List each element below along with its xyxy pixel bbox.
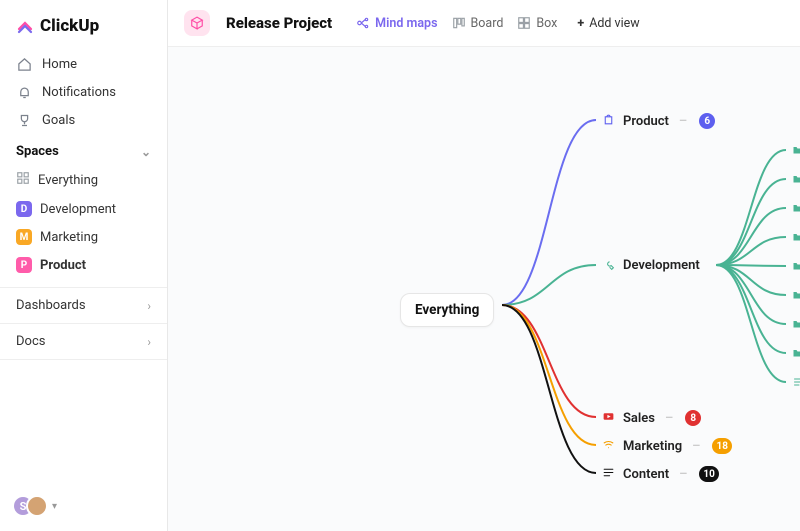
grid-icon <box>16 171 30 189</box>
bag-icon <box>602 114 616 128</box>
bell-icon <box>16 84 32 100</box>
folder-icon <box>792 378 800 390</box>
node-label: Product <box>623 114 669 129</box>
space-badge: D <box>16 201 32 217</box>
space-product[interactable]: P Product <box>6 251 161 279</box>
sidebar-row-dashboards[interactable]: Dashboards › <box>0 288 167 324</box>
video-icon <box>602 411 616 425</box>
space-badge: P <box>16 257 32 273</box>
chevron-down-icon: ⌄ <box>141 145 151 159</box>
mindmap-node-product[interactable]: Product–6 <box>602 113 715 129</box>
sidebar-rows: Dashboards › Docs › <box>0 287 167 360</box>
mindmap-node-content[interactable]: Content–10 <box>602 466 719 482</box>
chevron-down-icon[interactable]: ▾ <box>52 501 57 512</box>
mindmap-leaf-ios[interactable]: iOS–1 <box>792 318 800 334</box>
spaces-header[interactable]: Spaces ⌄ <box>0 134 167 165</box>
board-icon <box>452 16 466 30</box>
tool-icon <box>602 259 616 273</box>
avatar[interactable] <box>26 495 48 517</box>
mindmap-leaf-automation[interactable]: Automation–6 <box>792 173 800 189</box>
main: Release Project Mind maps Board Box + Add … <box>168 0 800 531</box>
mindmap-root[interactable]: Everything <box>400 293 494 327</box>
mindmap-node-marketing[interactable]: Marketing–18 <box>602 438 732 454</box>
mindmap-leaf-tooling[interactable]: Tooling–5 <box>792 231 800 247</box>
nav-home[interactable]: Home <box>6 50 161 78</box>
mindmap-node-sales[interactable]: Sales–8 <box>602 410 701 426</box>
node-count: 18 <box>712 438 731 454</box>
chevron-right-icon: › <box>147 299 151 313</box>
primary-nav: Home Notifications Goals <box>0 50 167 134</box>
sidebar: ClickUp HomeNotificationsGoals Spaces ⌄ … <box>0 0 168 531</box>
folder-icon <box>792 262 800 274</box>
add-view-label: Add view <box>589 16 639 31</box>
mindmap-node-development[interactable]: Development <box>602 258 700 273</box>
plus-icon: + <box>577 16 584 31</box>
space-badge: M <box>16 229 32 245</box>
space-label: Product <box>40 258 86 273</box>
brand-logo[interactable]: ClickUp <box>0 13 167 50</box>
clickup-logo-icon <box>16 17 34 35</box>
cube-icon <box>190 16 204 30</box>
wifi-icon <box>602 439 616 453</box>
spaces-list: Everything D Development M Marketing P Product <box>0 165 167 279</box>
folder-icon <box>792 146 800 158</box>
folder-icon <box>792 233 800 245</box>
node-count: 8 <box>685 410 701 426</box>
nav-label: Notifications <box>42 85 116 100</box>
add-view-button[interactable]: + Add view <box>577 16 639 31</box>
sidebar-row-docs[interactable]: Docs › <box>0 324 167 360</box>
node-label: Sales <box>623 411 655 426</box>
space-marketing[interactable]: M Marketing <box>6 223 161 251</box>
mindmap-leaf-analytics[interactable]: Analytics–5 <box>792 289 800 305</box>
project-title: Release Project <box>226 14 332 32</box>
space-label: Everything <box>38 173 98 188</box>
folder-icon <box>792 204 800 216</box>
brand-name: ClickUp <box>40 16 99 36</box>
trophy-icon <box>16 112 32 128</box>
view-label: Mind maps <box>375 16 437 31</box>
chevron-right-icon: › <box>147 335 151 349</box>
folder-icon <box>792 291 800 303</box>
space-everything[interactable]: Everything <box>6 165 161 195</box>
mindmap-canvas[interactable]: Everything Product–6 Development Sales–8 Mar… <box>168 47 800 531</box>
mindmap-leaf-sprints[interactable]: Sprints–11 <box>792 202 800 218</box>
space-development[interactable]: D Development <box>6 195 161 223</box>
view-box[interactable]: Box <box>517 16 557 31</box>
node-count: 6 <box>699 113 715 129</box>
mindmap-leaf-roadmap[interactable]: Roadmap–11 <box>792 144 800 160</box>
mindmap-leaf-qa[interactable]: QA–11 <box>792 260 800 276</box>
view-tabs: Mind maps Board Box <box>356 16 557 31</box>
view-label: Box <box>536 16 557 31</box>
view-mind-maps[interactable]: Mind maps <box>356 16 437 31</box>
spaces-label: Spaces <box>16 144 59 159</box>
list-icon <box>602 467 616 481</box>
row-label: Dashboards <box>16 298 86 313</box>
view-board[interactable]: Board <box>452 16 504 31</box>
folder-icon <box>792 175 800 187</box>
node-label: Marketing <box>623 439 682 454</box>
project-badge[interactable] <box>184 10 210 36</box>
home-icon <box>16 56 32 72</box>
folder-icon <box>792 349 800 361</box>
mindmap-leaf-android[interactable]: Android–4 <box>792 347 800 363</box>
nav-goals[interactable]: Goals <box>6 106 161 134</box>
node-count: 10 <box>699 466 718 482</box>
row-label: Docs <box>16 334 45 349</box>
nav-notifications[interactable]: Notifications <box>6 78 161 106</box>
mindmap-icon <box>356 16 370 30</box>
view-label: Board <box>471 16 504 31</box>
topbar: Release Project Mind maps Board Box + Add … <box>168 0 800 47</box>
node-label: Content <box>623 467 669 482</box>
nav-label: Home <box>42 57 77 72</box>
space-label: Marketing <box>40 230 98 245</box>
folder-icon <box>792 320 800 332</box>
box-icon <box>517 16 531 30</box>
user-avatars[interactable]: S▾ <box>12 495 57 517</box>
nav-label: Goals <box>42 113 75 128</box>
node-label: Development <box>623 258 700 273</box>
mindmap-leaf-notes[interactable]: Notes–3 <box>792 376 800 392</box>
space-label: Development <box>40 202 116 217</box>
